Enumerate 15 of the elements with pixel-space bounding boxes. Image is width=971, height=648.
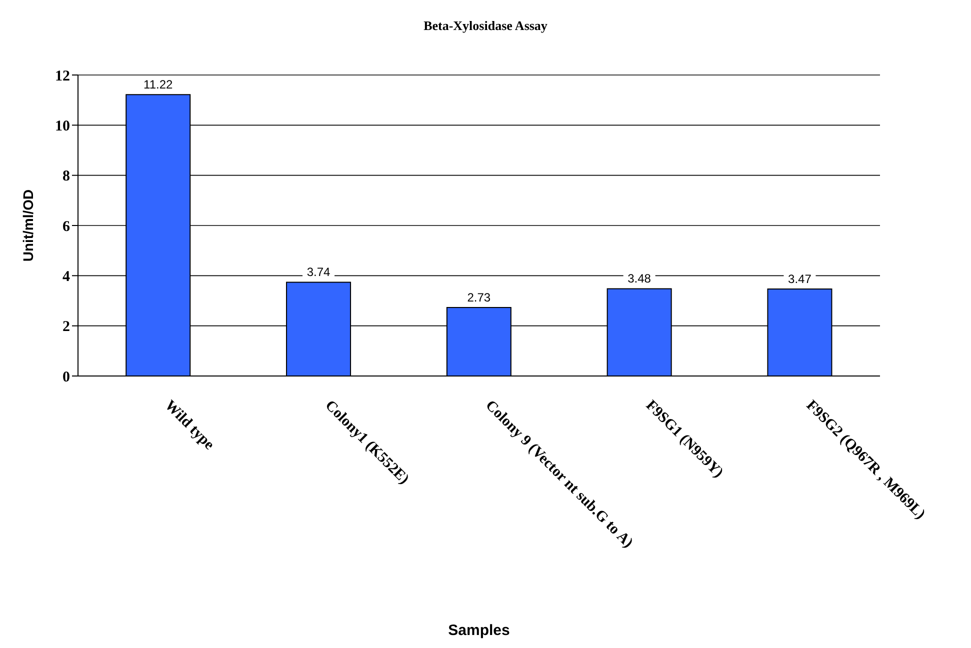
data-label: 3.47	[788, 272, 812, 286]
chart-title: Beta-Xylosidase Assay	[422, 18, 548, 34]
data-label: 11.22	[144, 78, 174, 92]
data-label: 2.73	[467, 290, 491, 305]
data-label: 3.74	[306, 265, 331, 280]
y-tick-label: 2	[62, 319, 70, 336]
y-tick-label: 4	[62, 268, 70, 285]
y-axis-title: Unit/ml/OD	[20, 189, 36, 262]
y-tick-label: 10	[55, 118, 70, 134]
y-tick-label: 8	[62, 168, 70, 185]
y-tick-label: 0	[62, 369, 70, 386]
data-label: 3.48	[628, 272, 652, 286]
y-tick-label: 12	[55, 68, 70, 84]
y-tick-label: 6	[62, 218, 70, 235]
x-axis-title: Samples	[447, 622, 511, 639]
